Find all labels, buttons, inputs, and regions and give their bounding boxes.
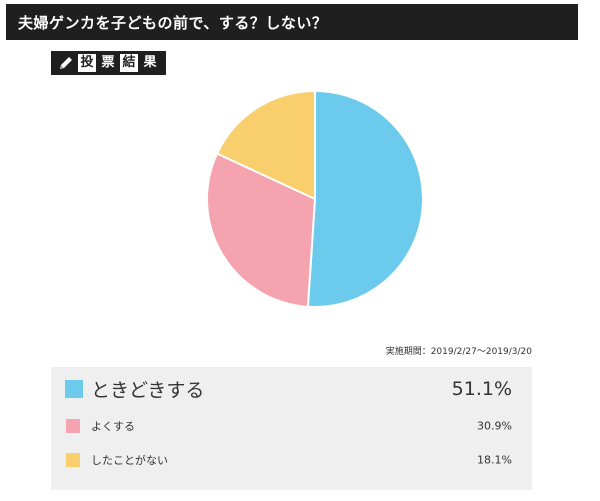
pie-slice-1 [306,89,424,308]
legend-value: 18.1% [477,453,512,467]
badge-char-2: 票 [99,54,117,72]
legend-swatch [66,453,80,467]
legend-swatch [65,380,83,398]
legend-swatch [66,419,80,433]
vote-result-badge: 投 票 結 果 [51,51,166,75]
badge-char-4: 果 [141,54,159,72]
survey-period: 実施期間：2019/2/27〜2019/3/20 [385,347,532,357]
legend: ときどきする 51.1% よくする 30.9% したことがない 18.1% [51,367,532,490]
badge-char-3: 結 [120,54,138,72]
legend-item-sometimes: ときどきする 51.1% [51,374,532,404]
legend-value: 51.1% [451,378,512,400]
pencil-icon [57,54,75,72]
legend-label: よくする [91,420,135,433]
pie-slice-2 [206,152,317,308]
page-title: 夫婦ゲンカを子どもの前で、する？しない？ [18,13,328,32]
legend-item-often: よくする 30.9% [51,411,532,441]
page-title-bar: 夫婦ゲンカを子どもの前で、する？しない？ [6,4,578,40]
pie-slice-3 [215,89,316,201]
legend-label: したことがない [91,454,168,467]
legend-item-never: したことがない 18.1% [51,445,532,475]
legend-value: 30.9% [477,419,512,433]
pie-chart [206,89,424,308]
badge-char-1: 投 [78,54,96,72]
legend-label: ときどきする [91,379,205,402]
